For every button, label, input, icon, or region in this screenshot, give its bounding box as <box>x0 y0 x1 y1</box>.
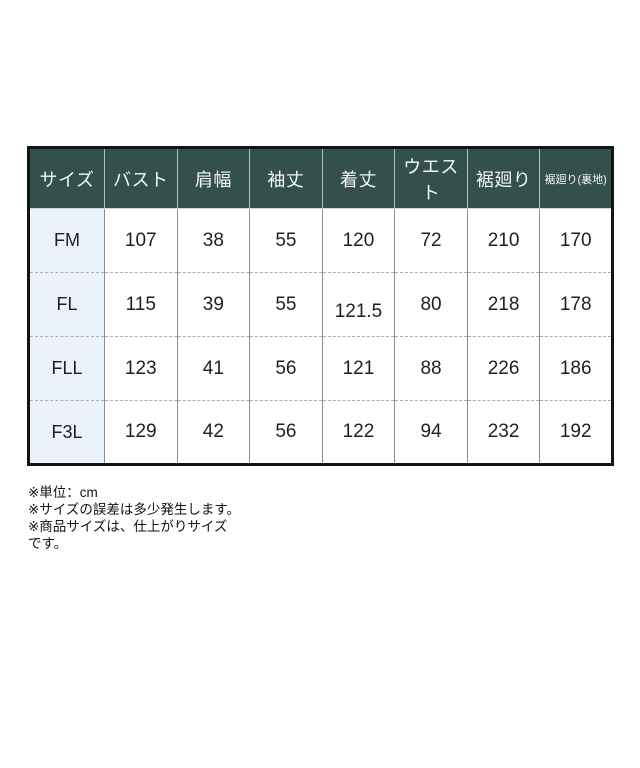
size-label: FM <box>28 208 105 273</box>
size-value: 122 <box>322 400 396 465</box>
column-header-sleeve: 袖丈 <box>249 147 323 209</box>
column-header-waist: ウエスト <box>394 147 468 209</box>
size-value: 55 <box>249 272 323 337</box>
table-row: F3L 129 42 56 122 94 232 192 <box>28 400 613 465</box>
column-header-size: サイズ <box>28 147 105 209</box>
size-value: 178 <box>539 272 613 337</box>
size-value: 41 <box>177 336 251 401</box>
table-header-row: サイズ バスト 肩幅 袖丈 着丈 ウエスト 裾廻り 裾廻り(裏地) <box>28 147 613 209</box>
table-row: FM 107 38 55 120 72 210 170 <box>28 208 613 273</box>
size-value: 88 <box>394 336 468 401</box>
size-value: 170 <box>539 208 613 273</box>
size-value: 115 <box>104 272 178 337</box>
size-value: 192 <box>539 400 613 465</box>
size-value: 72 <box>394 208 468 273</box>
size-value: 38 <box>177 208 251 273</box>
size-value: 121.5 <box>322 272 396 337</box>
size-value: 94 <box>394 400 468 465</box>
column-header-hem: 裾廻り <box>467 147 541 209</box>
footnote-line: ※サイズの誤差は多少発生します。 <box>28 502 241 517</box>
footnote-line: ※単位：cm <box>28 485 98 500</box>
size-value: 121 <box>322 336 396 401</box>
table-row: FL 115 39 55 121.5 80 218 178 <box>28 272 613 337</box>
size-value: 123 <box>104 336 178 401</box>
size-value: 186 <box>539 336 613 401</box>
size-label: F3L <box>28 400 105 465</box>
size-value: 226 <box>467 336 541 401</box>
size-value: 42 <box>177 400 251 465</box>
column-header-length: 着丈 <box>322 147 396 209</box>
size-value: 39 <box>177 272 251 337</box>
footnote-line: ※商品サイズは、仕上がりサイズ <box>28 519 228 534</box>
footnotes: ※単位：cm ※サイズの誤差は多少発生します。 ※商品サイズは、仕上がりサイズ … <box>28 484 240 552</box>
column-header-hem-lining: 裾廻り(裏地) <box>539 147 613 209</box>
size-value: 107 <box>104 208 178 273</box>
size-value: 120 <box>322 208 396 273</box>
size-label: FLL <box>28 336 105 401</box>
size-value: 55 <box>249 208 323 273</box>
size-value: 218 <box>467 272 541 337</box>
size-value: 56 <box>249 400 323 465</box>
size-value: 232 <box>467 400 541 465</box>
table-row: FLL 123 41 56 121 88 226 186 <box>28 336 613 401</box>
size-value: 56 <box>249 336 323 401</box>
size-label: FL <box>28 272 105 337</box>
size-chart-table: サイズ バスト 肩幅 袖丈 着丈 ウエスト 裾廻り 裾廻り(裏地) FM 107… <box>27 146 614 466</box>
column-header-bust: バスト <box>104 147 178 209</box>
column-header-shoulder: 肩幅 <box>177 147 251 209</box>
size-value: 80 <box>394 272 468 337</box>
size-value: 129 <box>104 400 178 465</box>
footnote-line: です。 <box>28 536 68 551</box>
size-value: 210 <box>467 208 541 273</box>
size-chart-table-container: サイズ バスト 肩幅 袖丈 着丈 ウエスト 裾廻り 裾廻り(裏地) FM 107… <box>27 146 614 466</box>
